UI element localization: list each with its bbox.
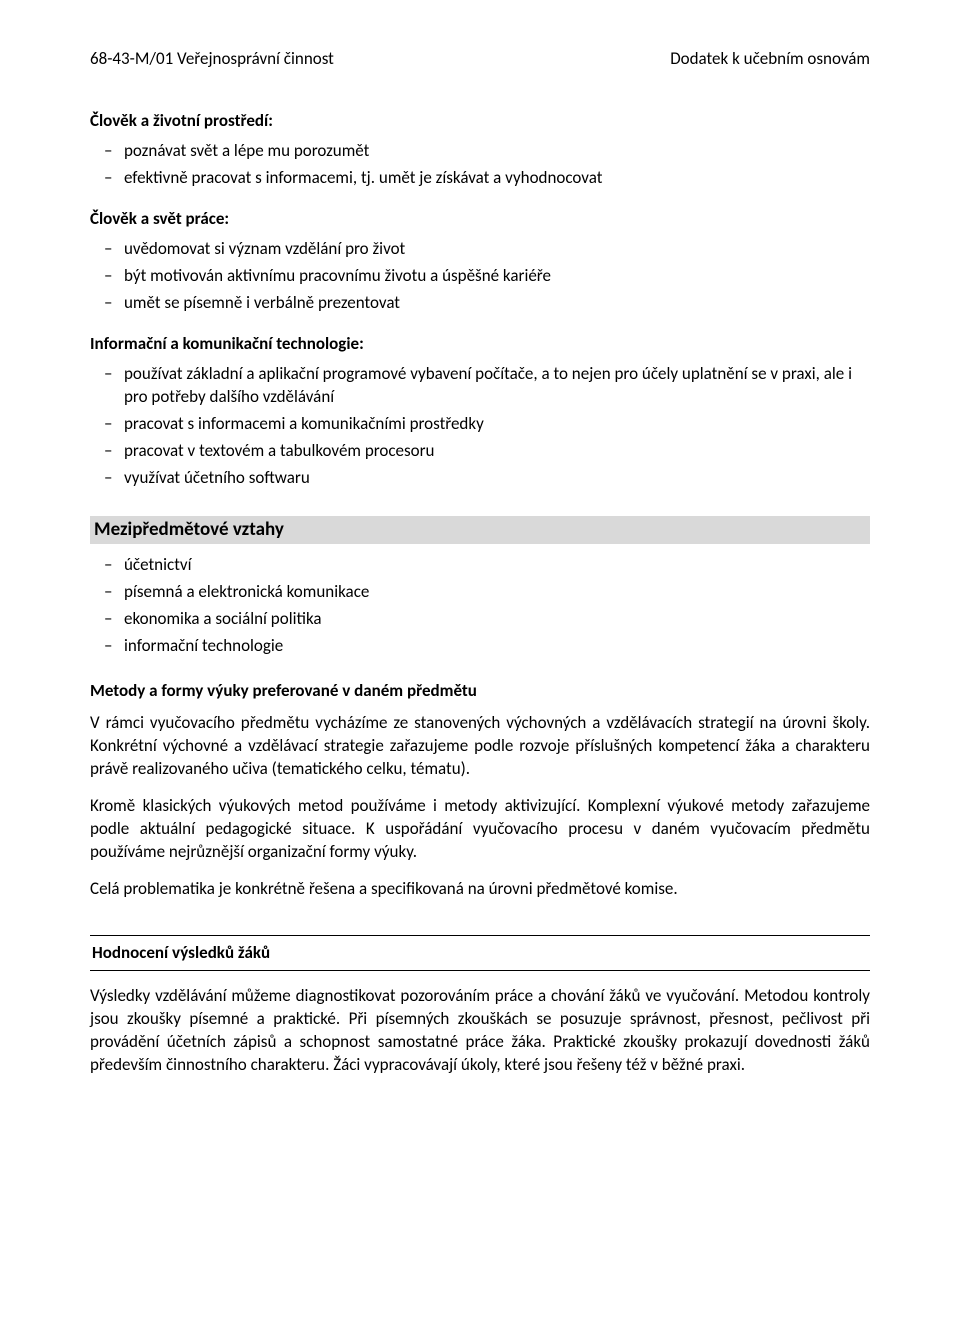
- page-header: 68-43-M/01 Veřejnosprávní činnost Dodate…: [90, 48, 870, 70]
- list-item: být motivován aktivnímu pracovnímu život…: [90, 265, 870, 288]
- list-item: umět se písemně i verbálně prezentovat: [90, 292, 870, 315]
- env-list: poznávat svět a lépe mu porozumět efekti…: [90, 140, 870, 190]
- section-title-work: Člověk a svět práce:: [90, 208, 870, 230]
- list-item: efektivně pracovat s informacemi, tj. um…: [90, 167, 870, 190]
- list-item: pracovat v textovém a tabulkovém proceso…: [90, 440, 870, 463]
- list-item: písemná a elektronická komunikace: [90, 581, 870, 604]
- list-item: účetnictví: [90, 554, 870, 577]
- list-item: uvědomovat si význam vzdělání pro život: [90, 238, 870, 261]
- list-item: používat základní a aplikační programové…: [90, 363, 870, 409]
- page: 68-43-M/01 Veřejnosprávní činnost Dodate…: [0, 0, 960, 1343]
- list-item: poznávat svět a lépe mu porozumět: [90, 140, 870, 163]
- paragraph: V rámci vyučovacího předmětu vycházíme z…: [90, 712, 870, 781]
- list-item: pracovat s informacemi a komunikačními p…: [90, 413, 870, 436]
- heading-mezipredmetove: Mezipředmětové vztahy: [90, 516, 870, 545]
- work-list: uvědomovat si význam vzdělání pro život …: [90, 238, 870, 315]
- header-left: 68-43-M/01 Veřejnosprávní činnost: [90, 48, 334, 70]
- heading-metody: Metody a formy výuky preferované v daném…: [90, 680, 870, 702]
- paragraph: Celá problematika je konkrétně řešena a …: [90, 878, 870, 901]
- list-item: ekonomika a sociální politika: [90, 608, 870, 631]
- section-title-ict: Informační a komunikační technologie:: [90, 333, 870, 355]
- ict-list: používat základní a aplikační programové…: [90, 363, 870, 490]
- mezipred-list: účetnictví písemná a elektronická komuni…: [90, 554, 870, 658]
- paragraph: Výsledky vzdělávání můžeme diagnostikova…: [90, 985, 870, 1077]
- section-title-environment: Člověk a životní prostředí:: [90, 110, 870, 132]
- heading-hodnoceni: Hodnocení výsledků žáků: [90, 935, 870, 971]
- list-item: využívat účetního softwaru: [90, 467, 870, 490]
- header-right: Dodatek k učebním osnovám: [670, 48, 870, 70]
- paragraph: Kromě klasických výukových metod používá…: [90, 795, 870, 864]
- list-item: informační technologie: [90, 635, 870, 658]
